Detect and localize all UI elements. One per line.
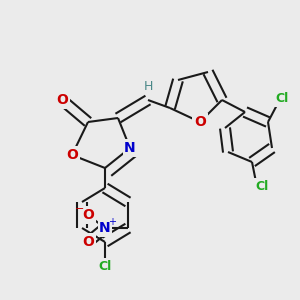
Text: O: O (56, 93, 68, 107)
Text: O: O (194, 115, 206, 129)
Text: N: N (99, 221, 111, 235)
Text: O: O (82, 208, 94, 222)
Text: −: − (75, 204, 85, 214)
Text: N: N (124, 141, 136, 155)
Text: O: O (66, 148, 78, 162)
Text: Cl: Cl (98, 260, 112, 272)
Text: Cl: Cl (255, 179, 268, 193)
Text: O: O (82, 235, 94, 249)
Text: +: + (108, 217, 116, 227)
Text: Cl: Cl (275, 92, 289, 106)
Text: H: H (143, 80, 153, 92)
